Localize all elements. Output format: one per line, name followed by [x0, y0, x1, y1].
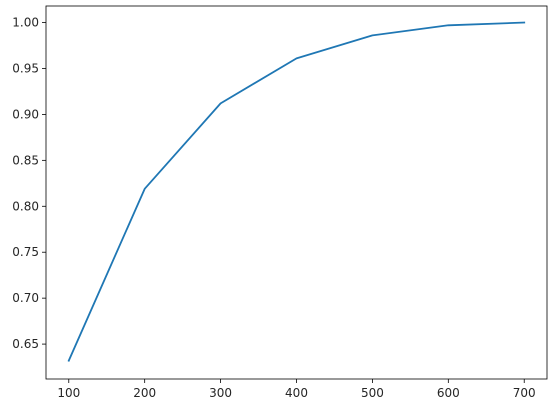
y-tick-label: 0.70 — [12, 291, 39, 305]
x-tick-label: 500 — [361, 386, 384, 400]
y-tick-label: 0.85 — [12, 153, 39, 167]
x-axis: 100 200 300 400 500 600 700 — [57, 379, 536, 400]
y-tick-label: 0.90 — [12, 107, 39, 121]
plot-area-frame — [45, 5, 548, 380]
series-line-0 — [67, 21, 526, 362]
y-tick-label: 0.75 — [12, 245, 39, 259]
x-tick-label: 700 — [513, 386, 536, 400]
x-tick-label: 100 — [57, 386, 80, 400]
y-tick-label: 0.95 — [12, 61, 39, 75]
x-tick-label: 600 — [437, 386, 460, 400]
y-tick-label: 0.65 — [12, 337, 39, 351]
y-tick-label: 0.80 — [12, 199, 39, 213]
y-tick-label: 1.00 — [12, 16, 39, 30]
series-layer — [67, 21, 526, 362]
x-tick-label: 200 — [133, 386, 156, 400]
y-axis: 0.65 0.70 0.75 0.80 0.85 0.90 0.95 1.00 — [12, 16, 46, 351]
x-tick-label: 400 — [285, 386, 308, 400]
x-tick-label: 300 — [209, 386, 232, 400]
